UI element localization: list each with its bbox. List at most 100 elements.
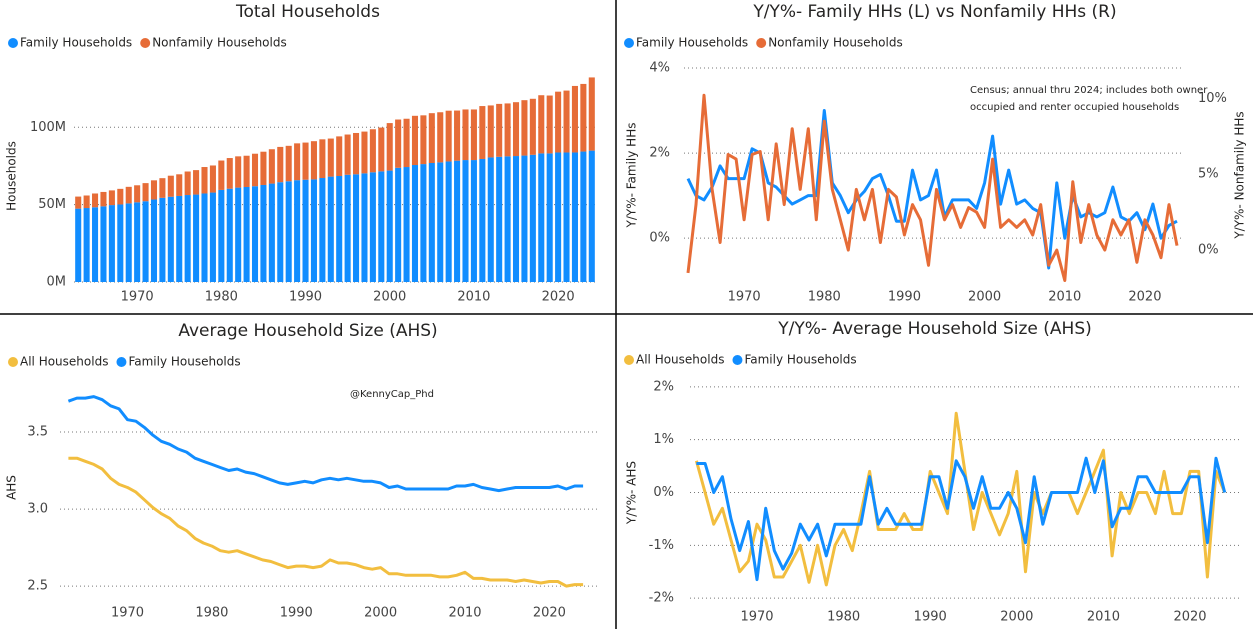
bar bbox=[235, 156, 242, 188]
x-tick-label: 2020 bbox=[1128, 290, 1161, 305]
y-axis-title: AHS bbox=[5, 475, 19, 500]
y2-tick-label: 0% bbox=[1198, 243, 1219, 258]
bar bbox=[454, 110, 461, 161]
bar bbox=[403, 118, 410, 168]
bar bbox=[571, 85, 578, 153]
bar bbox=[125, 186, 132, 204]
line-series bbox=[694, 411, 1227, 587]
bar bbox=[496, 156, 503, 282]
bar bbox=[538, 95, 545, 154]
y-axis-title: Y/Y%- Family HHs bbox=[625, 123, 639, 229]
bar bbox=[159, 197, 166, 282]
line-series bbox=[67, 395, 584, 493]
bar bbox=[243, 186, 250, 282]
bar bbox=[184, 171, 191, 196]
legend-marker bbox=[8, 38, 18, 48]
line-series bbox=[68, 456, 584, 588]
line-series bbox=[686, 109, 1178, 270]
bar bbox=[285, 145, 292, 182]
legend-label: Nonfamily Households bbox=[152, 36, 287, 50]
y-tick-label: 100M bbox=[30, 120, 66, 135]
bar bbox=[588, 150, 595, 282]
annotation: Census; annual thru 2024; includes both … bbox=[970, 85, 1208, 96]
bar bbox=[361, 131, 368, 174]
bar bbox=[260, 151, 267, 185]
bar bbox=[546, 95, 553, 154]
chart-title: Total Households bbox=[235, 2, 380, 22]
bar bbox=[327, 138, 334, 177]
legend-marker bbox=[624, 355, 634, 365]
line-series bbox=[696, 456, 1227, 582]
bar bbox=[150, 180, 158, 200]
bar bbox=[588, 77, 595, 151]
bar bbox=[125, 203, 132, 282]
y-tick-label: 2% bbox=[653, 379, 674, 394]
bar bbox=[294, 180, 301, 282]
legend-label: All Households bbox=[20, 355, 108, 369]
bar bbox=[487, 105, 494, 158]
bar bbox=[193, 170, 200, 195]
x-tick-label: 1980 bbox=[827, 610, 860, 625]
x-tick-label: 1970 bbox=[121, 290, 154, 305]
bar bbox=[504, 103, 511, 157]
bar bbox=[117, 204, 124, 282]
y2-axis-title: Y/Y%- Nonfamily HHs bbox=[1233, 111, 1247, 239]
x-tick-label: 2020 bbox=[533, 606, 566, 621]
y-tick-label: -2% bbox=[649, 591, 674, 606]
bar bbox=[445, 161, 452, 282]
bar bbox=[420, 115, 427, 165]
bar bbox=[437, 112, 444, 163]
bar bbox=[336, 176, 343, 282]
bar bbox=[251, 153, 259, 187]
legend-marker bbox=[140, 38, 151, 48]
y-tick-label: 1% bbox=[653, 432, 674, 447]
bar bbox=[327, 176, 334, 282]
x-tick-label: 2000 bbox=[968, 290, 1001, 305]
legend-label: Family Households bbox=[20, 36, 132, 50]
bar bbox=[437, 162, 444, 282]
bar bbox=[462, 109, 469, 161]
y-tick-label: 0M bbox=[47, 275, 67, 290]
bar bbox=[134, 185, 141, 203]
bar bbox=[167, 196, 174, 282]
bar bbox=[504, 156, 511, 282]
y2-tick-label: 5% bbox=[1198, 167, 1219, 182]
bar bbox=[100, 206, 107, 282]
y-axis-title: Y/Y%- AHS bbox=[625, 461, 639, 525]
bar bbox=[336, 136, 343, 176]
bar bbox=[411, 115, 419, 166]
bar bbox=[176, 174, 183, 196]
bar bbox=[580, 83, 587, 152]
bar bbox=[563, 90, 570, 153]
x-tick-label: 2020 bbox=[1173, 610, 1206, 625]
bar bbox=[378, 127, 385, 172]
y-tick-label: 2.5 bbox=[27, 579, 48, 594]
x-tick-label: 1980 bbox=[195, 606, 228, 621]
legend-marker bbox=[116, 357, 127, 367]
bar bbox=[462, 160, 469, 282]
legend-label: All Households bbox=[636, 353, 724, 367]
annotation: occupied and renter occupied households bbox=[970, 102, 1179, 113]
bar bbox=[571, 152, 578, 282]
bar bbox=[411, 165, 419, 282]
bar bbox=[445, 110, 452, 162]
bar bbox=[201, 167, 208, 194]
x-tick-label: 1990 bbox=[888, 290, 921, 305]
bar bbox=[268, 183, 275, 282]
bar bbox=[361, 173, 368, 282]
legend-marker bbox=[732, 355, 743, 365]
x-tick-label: 2010 bbox=[448, 606, 481, 621]
bar bbox=[378, 171, 385, 282]
bar bbox=[209, 165, 216, 193]
bar bbox=[218, 160, 225, 190]
y-tick-label: 4% bbox=[649, 61, 670, 76]
bar bbox=[538, 153, 545, 282]
bar bbox=[142, 201, 149, 282]
bar bbox=[117, 188, 124, 205]
y-tick-label: 2% bbox=[649, 146, 670, 161]
legend-label: Family Households bbox=[744, 353, 856, 367]
y2-tick-label: 10% bbox=[1198, 91, 1227, 106]
bar bbox=[546, 153, 553, 282]
bar bbox=[142, 183, 149, 202]
bar bbox=[108, 190, 115, 206]
